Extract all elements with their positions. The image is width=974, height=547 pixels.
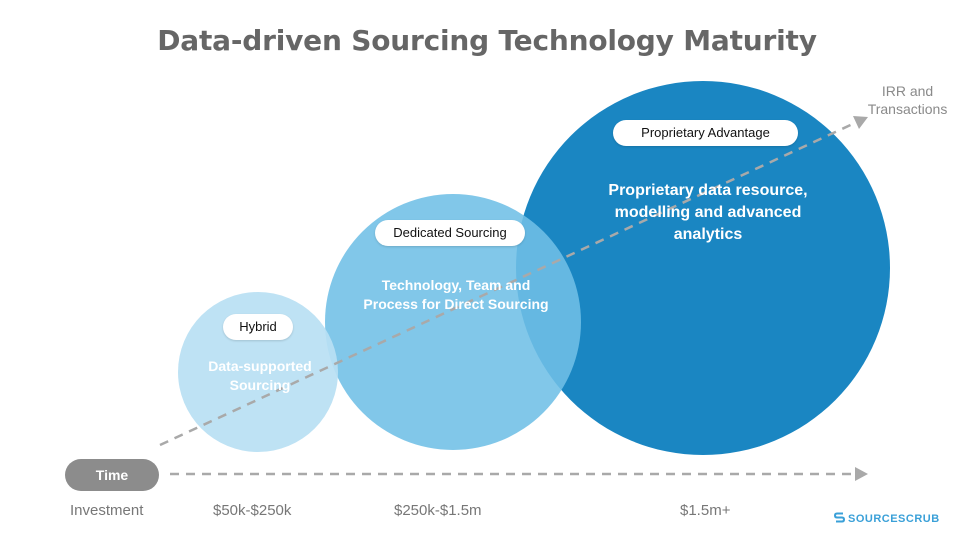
investment-range-3: $1.5m+ xyxy=(680,502,731,519)
stage-pill-hybrid: Hybrid xyxy=(223,314,293,340)
stage-text-dedicated: Technology, Team and Process for Direct … xyxy=(363,277,549,312)
time-axis-arrowhead xyxy=(855,467,868,481)
investment-range-1: $50k-$250k xyxy=(213,502,292,519)
page-title: Data-driven Sourcing Technology Maturity xyxy=(157,24,817,57)
stage-pill-proprietary: Proprietary Advantage xyxy=(613,120,798,146)
stage-text-hybrid: Data-supported Sourcing xyxy=(208,358,312,393)
stage-circle-proprietary xyxy=(516,81,890,455)
sourcescrub-logo: SOURCESCRUB xyxy=(834,512,940,525)
stage-circle-dedicated xyxy=(325,194,581,450)
sourcescrub-logo-icon xyxy=(834,512,845,523)
investment-label: Investment xyxy=(70,502,144,519)
stage-text-proprietary: Proprietary data resource, modelling and… xyxy=(608,182,808,243)
growth-arrowhead xyxy=(853,116,868,129)
growth-arrow xyxy=(159,120,858,447)
time-pill: Time xyxy=(65,459,159,491)
irr-label: IRR and Transactions xyxy=(867,83,948,117)
logo-text: SOURCESCRUB xyxy=(848,513,940,525)
stage-pill-dedicated: Dedicated Sourcing xyxy=(375,220,525,246)
stage-circle-hybrid xyxy=(178,292,338,452)
investment-range-2: $250k-$1.5m xyxy=(394,502,482,519)
